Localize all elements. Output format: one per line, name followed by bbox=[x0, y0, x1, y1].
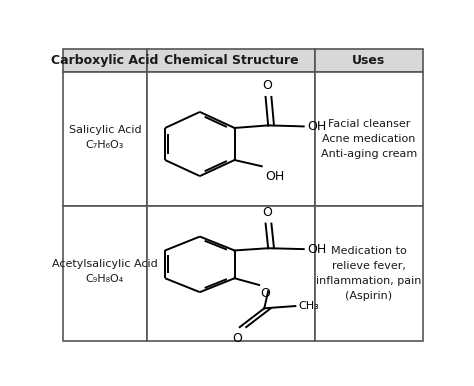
Bar bbox=[63, 206, 147, 340]
Bar bbox=[315, 71, 423, 206]
Text: O: O bbox=[262, 206, 272, 219]
Bar bbox=[315, 49, 423, 71]
Bar bbox=[147, 71, 315, 206]
Bar bbox=[63, 49, 147, 71]
Bar bbox=[147, 49, 315, 71]
Text: OH: OH bbox=[307, 120, 326, 133]
Text: Acetylsalicylic Acid: Acetylsalicylic Acid bbox=[52, 259, 158, 269]
Text: CH₃: CH₃ bbox=[298, 301, 319, 311]
Text: C₇H₆O₃: C₇H₆O₃ bbox=[86, 140, 124, 150]
Text: OH: OH bbox=[265, 170, 284, 183]
Text: C₉H₈O₄: C₉H₈O₄ bbox=[86, 274, 124, 284]
Text: Salicylic Acid: Salicylic Acid bbox=[69, 125, 141, 135]
Text: Medication to
relieve fever,
inflammation, pain
(Aspirin): Medication to relieve fever, inflammatio… bbox=[316, 246, 421, 301]
Bar bbox=[315, 206, 423, 340]
Text: Uses: Uses bbox=[352, 54, 385, 67]
Text: O: O bbox=[232, 332, 242, 345]
Text: Carboxylic Acid: Carboxylic Acid bbox=[51, 54, 158, 67]
Text: O: O bbox=[262, 79, 272, 92]
Text: OH: OH bbox=[307, 243, 326, 256]
Bar bbox=[147, 206, 315, 340]
Text: Chemical Structure: Chemical Structure bbox=[164, 54, 298, 67]
Text: Facial cleanser
Acne medication
Anti-aging cream: Facial cleanser Acne medication Anti-agi… bbox=[321, 119, 417, 159]
Bar bbox=[63, 71, 147, 206]
Text: O: O bbox=[260, 287, 270, 300]
